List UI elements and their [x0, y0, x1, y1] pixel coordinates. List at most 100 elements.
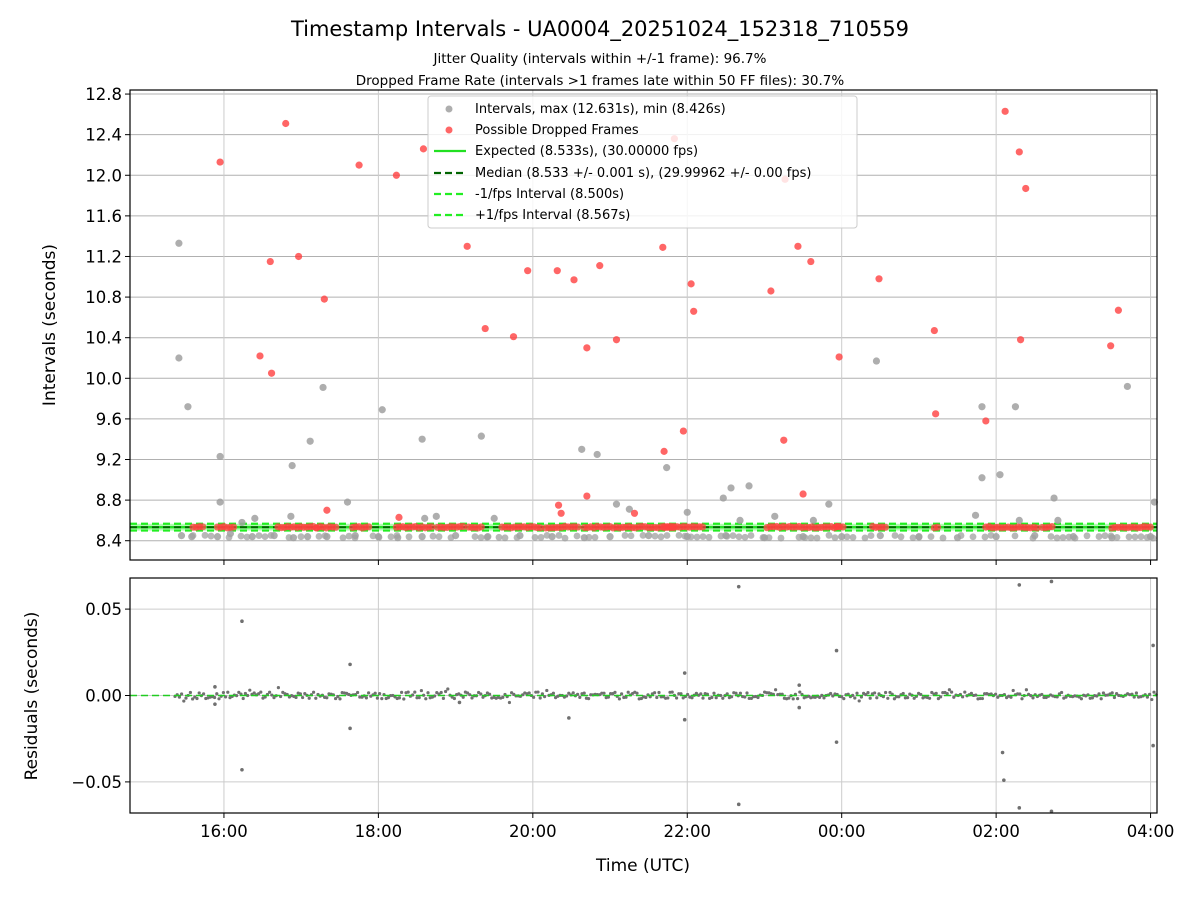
residual-point — [1150, 697, 1154, 702]
interval-point — [1011, 403, 1020, 411]
bottom-y-tick-label: 0.05 — [85, 600, 122, 619]
residual-point — [901, 691, 905, 696]
residual-outlier-point — [1017, 583, 1022, 587]
dropped-point — [323, 506, 331, 514]
interval-cluster-point — [867, 532, 875, 540]
residual-point — [270, 693, 274, 697]
legend-plus-fps-label: +1/fps Interval (8.567s) — [475, 208, 630, 223]
residual-outlier-point — [797, 705, 802, 710]
residual-outlier-point — [1151, 743, 1155, 748]
residual-point — [336, 694, 340, 699]
dropped-point — [554, 501, 563, 509]
interval-point — [1123, 382, 1131, 391]
residual-point — [226, 690, 230, 694]
residual-point — [444, 689, 448, 694]
residual-point — [1095, 694, 1099, 698]
residual-point — [538, 696, 542, 700]
residual-outlier-point — [567, 716, 571, 720]
interval-point — [306, 437, 314, 445]
dropped-point — [320, 295, 328, 303]
interval-cluster-point — [915, 533, 923, 541]
interval-point — [719, 494, 727, 502]
residual-point — [461, 695, 465, 699]
interval-cluster-point — [435, 533, 443, 541]
residual-point — [413, 690, 417, 694]
dropped-point — [583, 492, 591, 500]
residual-point — [1097, 692, 1101, 696]
residual-point — [241, 696, 245, 701]
interval-point — [216, 498, 224, 506]
residual-point — [177, 695, 181, 699]
interval-point — [343, 498, 352, 506]
residual-point — [613, 690, 617, 695]
dropped-cluster-point — [1146, 523, 1154, 531]
residual-point — [866, 691, 870, 695]
residual-point — [617, 697, 622, 701]
dropped-point — [463, 242, 471, 250]
residual-point — [191, 697, 195, 701]
dropped-point — [982, 417, 990, 425]
interval-cluster-point — [741, 533, 749, 541]
top-y-tick-label: 9.2 — [96, 451, 122, 470]
interval-point — [683, 508, 691, 516]
interval-cluster-point — [639, 531, 647, 539]
residual-point — [540, 692, 545, 696]
interval-cluster-point — [939, 534, 947, 542]
dropped-cluster-point — [881, 523, 889, 531]
interval-cluster-point — [501, 534, 509, 542]
residual-point — [375, 696, 379, 700]
residual-point — [980, 696, 985, 701]
dropped-cluster-point — [574, 523, 582, 531]
interval-point — [251, 514, 259, 522]
interval-cluster-point — [981, 533, 989, 541]
dropped-cluster-point — [459, 522, 467, 531]
top-panel: 8.4 8.8 9.2 9.6 10.0 10.4 10.8 11.2 11.6 12.0 12.4… — [40, 85, 1159, 565]
residual-point — [675, 696, 679, 700]
residual-point — [257, 692, 261, 696]
residual-point — [510, 691, 514, 695]
interval-point — [432, 512, 440, 520]
residual-point — [906, 696, 910, 700]
residual-point — [950, 690, 954, 694]
residual-point — [857, 699, 861, 703]
residual-point — [1060, 690, 1064, 695]
residual-point — [996, 695, 1000, 699]
residual-outlier-point — [736, 802, 741, 807]
interval-point — [606, 533, 614, 541]
dropped-point — [392, 171, 401, 179]
interval-cluster-point — [1053, 534, 1061, 542]
interval-cluster-point — [321, 532, 329, 540]
residual-point — [545, 688, 549, 693]
dropped-cluster-point — [229, 523, 238, 531]
residual-point — [710, 695, 714, 700]
residual-point — [606, 695, 611, 699]
interval-cluster-point — [285, 534, 293, 541]
residual-outlier-point — [457, 700, 462, 705]
residual-point — [1011, 688, 1015, 693]
top-interval-points — [175, 239, 1159, 542]
residual-point — [400, 690, 404, 694]
interval-cluster-point — [585, 533, 593, 541]
dropped-point — [1107, 342, 1115, 350]
residual-point — [853, 696, 857, 700]
dropped-point — [932, 410, 940, 418]
residual-point — [364, 696, 368, 700]
interval-point — [971, 511, 980, 519]
interval-point — [1054, 516, 1062, 525]
residual-point — [551, 691, 556, 695]
interval-cluster-point — [777, 534, 785, 542]
interval-cluster-point — [1113, 533, 1121, 541]
dropped-point — [481, 324, 489, 333]
x-axis-label: Time (UTC) — [595, 856, 690, 876]
residual-point — [301, 695, 305, 700]
residual-point — [307, 696, 311, 700]
interval-cluster-point — [651, 532, 659, 540]
residual-point — [738, 691, 743, 695]
residual-point — [721, 696, 725, 700]
residual-point — [626, 690, 630, 694]
dropped-point — [216, 158, 224, 166]
residual-point — [378, 691, 382, 696]
residual-point — [272, 695, 276, 700]
residual-outlier-point — [1002, 778, 1006, 782]
residual-point — [787, 696, 791, 700]
